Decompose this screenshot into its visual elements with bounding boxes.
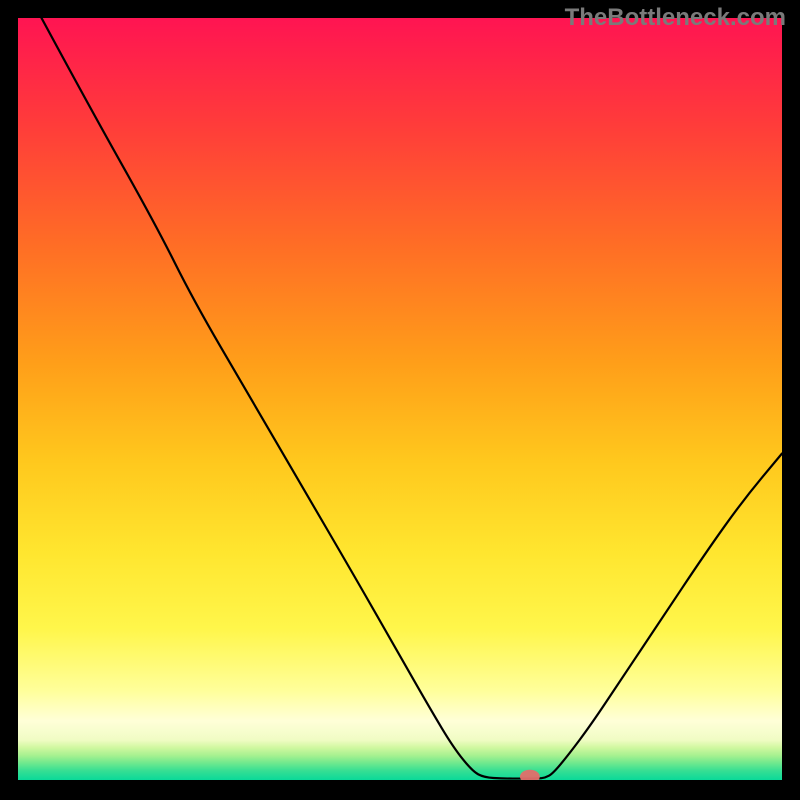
bottleneck-chart-svg — [18, 18, 782, 782]
watermark-text: TheBottleneck.com — [565, 4, 786, 32]
chart-plot-area — [18, 18, 782, 782]
chart-gradient-background — [18, 18, 782, 782]
